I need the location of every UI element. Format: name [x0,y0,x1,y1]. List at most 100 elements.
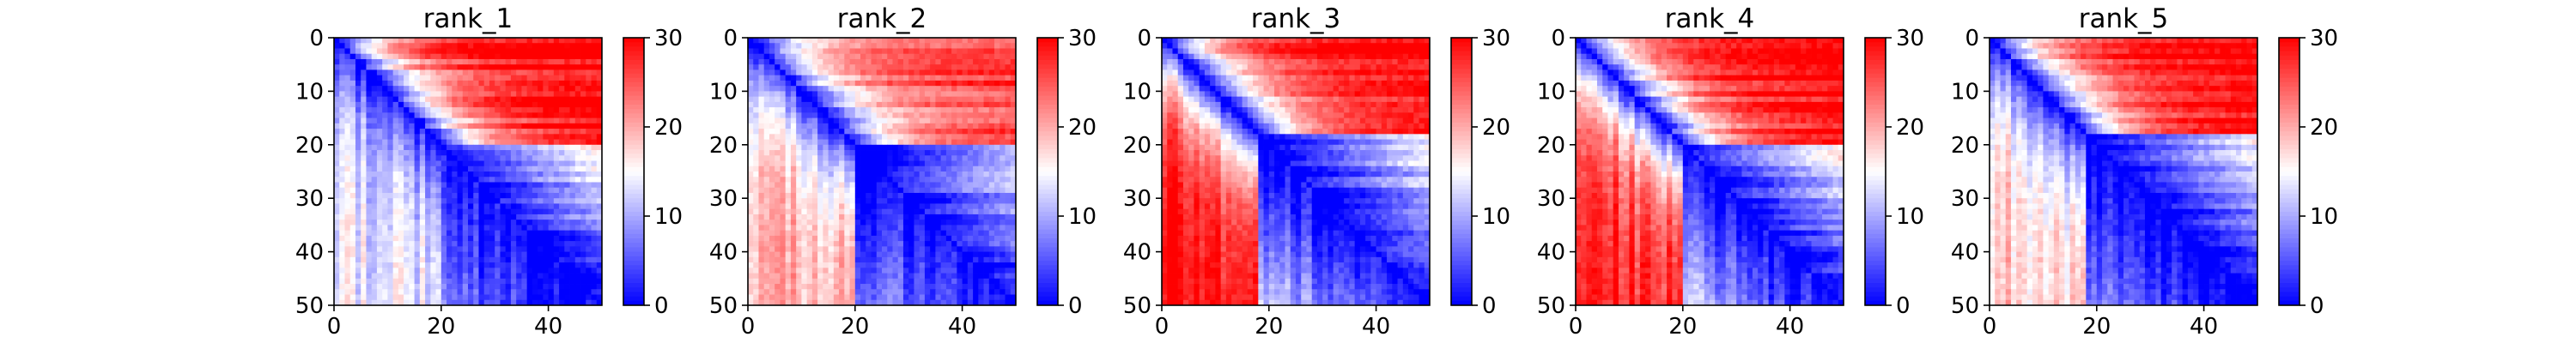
heatmap-cell [957,48,963,55]
heatmap-cell [823,220,829,226]
heatmap-cell [414,134,421,140]
heatmap-cell [930,208,936,215]
heatmap-cell [398,112,404,118]
heatmap-cell [935,53,942,60]
heatmap-cell [574,91,581,98]
heatmap-cell [763,123,770,129]
heatmap-cell [866,192,872,199]
heatmap-cell [844,230,850,237]
heatmap-cell [849,192,856,199]
heatmap-cell [951,112,957,118]
heatmap-cell [967,80,974,87]
heatmap-cell [521,134,528,140]
heatmap-cell [876,273,883,280]
heatmap-cell [559,220,565,226]
heatmap-cell [414,80,421,87]
heatmap-cell [876,139,883,146]
heatmap-cell [334,64,340,70]
heatmap-cell [435,38,442,44]
heatmap-cell [591,75,598,81]
heatmap-cell [419,177,426,183]
heatmap-cell [586,230,592,237]
heatmap-cell [849,198,856,204]
heatmap-cell [924,80,931,87]
heatmap-cell [951,172,957,178]
heatmap-cell [457,155,464,161]
heatmap-cell [580,43,586,49]
heatmap-cell [569,192,576,199]
heatmap-cell [591,273,598,280]
heatmap-cell [1005,53,1012,60]
heatmap-cell [543,262,549,268]
heatmap-cell [860,107,866,113]
heatmap-cell [748,155,754,161]
heatmap-cell [957,139,963,146]
heatmap-cell [919,268,926,274]
heatmap-cell [516,160,522,167]
heatmap-cell [392,220,399,226]
heatmap-cell [988,289,995,295]
heatmap-cell [478,75,485,81]
heatmap-cell [849,172,856,178]
heatmap-cell [967,134,974,140]
heatmap-cell [548,246,555,252]
heatmap-cell [559,172,565,178]
heatmap-cell [409,150,415,156]
heatmap-cell [409,129,415,135]
heatmap-cell [780,273,787,280]
heatmap-cell [564,246,570,252]
heatmap-cell [586,58,592,65]
heatmap-cell [780,284,787,290]
heatmap-cell [951,225,957,232]
heatmap-cell [844,208,850,215]
heatmap-cell [860,160,866,167]
heatmap-cell [758,192,765,199]
heatmap-cell [930,246,936,252]
heatmap-cell [387,139,394,146]
heatmap-cell [876,101,883,108]
heatmap-cell [962,208,969,215]
heatmap-cell [532,112,538,118]
heatmap-cell [967,43,974,49]
heatmap-cell [334,214,340,220]
heatmap-cell [516,123,522,129]
heatmap-cell [478,123,485,129]
heatmap-cell [748,235,754,242]
heatmap-cell [349,134,356,140]
heatmap-cell [1005,150,1012,156]
heatmap-cell [392,262,399,268]
heatmap-cell [559,155,565,161]
heatmap-cell [559,69,565,76]
heatmap-cell [387,208,394,215]
heatmap-cell [806,69,813,76]
heatmap-cell [526,235,533,242]
heatmap-cell [866,134,872,140]
heatmap-cell [860,129,866,135]
heatmap-cell [962,123,969,129]
heatmap-cell [516,48,522,55]
heatmap-cell [817,75,823,81]
heatmap-cell [505,203,512,210]
heatmap-cell [753,187,759,194]
heatmap-cell [495,256,501,263]
heatmap-cell [811,80,818,87]
heatmap-cell [543,150,549,156]
heatmap-cell [516,235,522,242]
heatmap-cell [526,198,533,204]
heatmap-cell [452,230,458,237]
heatmap-cell [526,256,533,263]
heatmap-cell [994,220,1000,226]
heatmap-cell [447,75,453,81]
heatmap-cell [392,235,399,242]
heatmap-cell [355,38,361,44]
heatmap-cell [817,230,823,237]
heatmap-cell [538,177,544,183]
heatmap-cell [930,203,936,210]
heatmap-cell [1005,160,1012,167]
heatmap-cell [758,48,765,55]
heatmap-cell [366,262,373,268]
heatmap-cell [473,198,479,204]
heatmap-cell [387,289,394,295]
colorbar-segment [623,144,644,150]
heatmap-cell [387,155,394,161]
